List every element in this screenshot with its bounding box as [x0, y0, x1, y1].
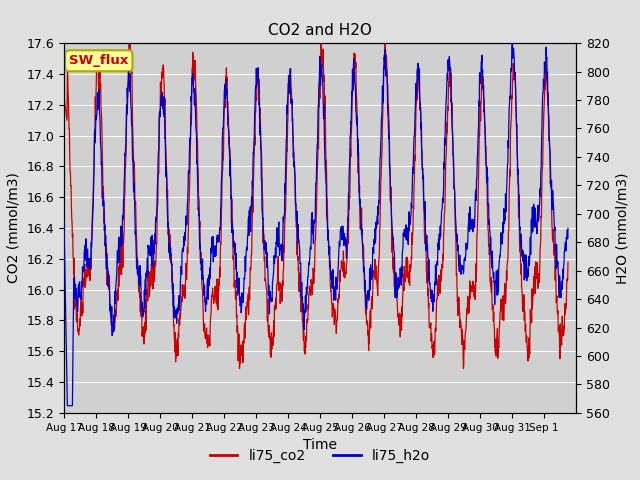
X-axis label: Time: Time: [303, 438, 337, 452]
Y-axis label: H2O (mmol/m3): H2O (mmol/m3): [615, 172, 629, 284]
Y-axis label: CO2 (mmol/m3): CO2 (mmol/m3): [7, 173, 21, 283]
Text: SW_flux: SW_flux: [69, 54, 129, 67]
Title: CO2 and H2O: CO2 and H2O: [268, 23, 372, 38]
Legend: li75_co2, li75_h2o: li75_co2, li75_h2o: [204, 443, 436, 468]
